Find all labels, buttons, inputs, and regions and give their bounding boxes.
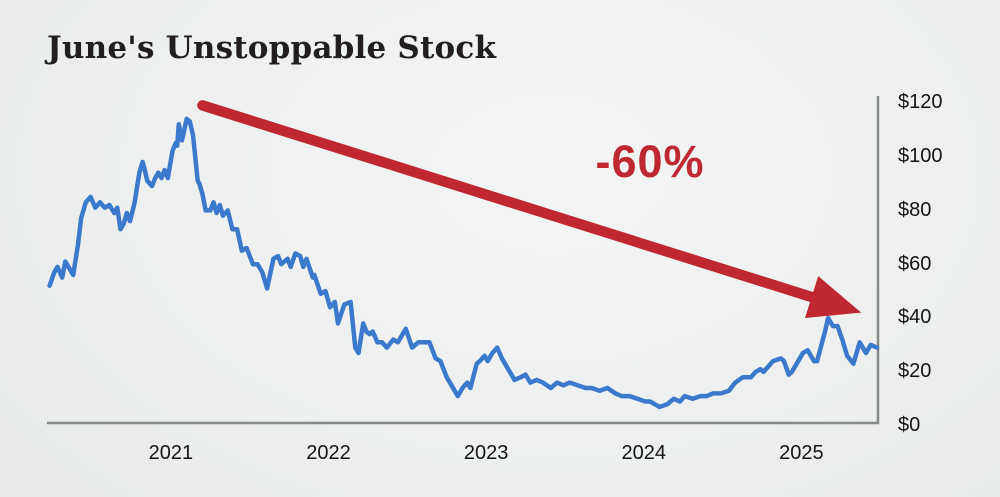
- decline-percentage-label: -60%: [595, 135, 705, 187]
- x-axis-tick-label: 2022: [306, 442, 351, 464]
- x-axis-tick-label: 2023: [463, 442, 509, 464]
- x-axis-tick-label: 2025: [779, 442, 824, 464]
- y-axis-tick-label: $0: [898, 414, 921, 436]
- y-axis-tick-label: $60: [898, 252, 932, 275]
- x-axis-tick-label: 2021: [148, 442, 194, 464]
- decline-arrow-shaft: [197, 100, 832, 307]
- y-axis-tick-label: $120: [898, 91, 943, 113]
- stock-price-line: [47, 116, 880, 410]
- decline-arrow-head: [805, 276, 862, 318]
- y-axis-tick-label: $80: [898, 198, 932, 221]
- y-axis-tick-label: $20: [898, 360, 932, 383]
- x-axis-tick-label: 2024: [621, 442, 666, 464]
- y-axis-tick-label: $100: [898, 144, 943, 167]
- y-axis-tick-label: $40: [898, 306, 932, 329]
- chart-title: June's Unstoppable Stock: [47, 30, 497, 66]
